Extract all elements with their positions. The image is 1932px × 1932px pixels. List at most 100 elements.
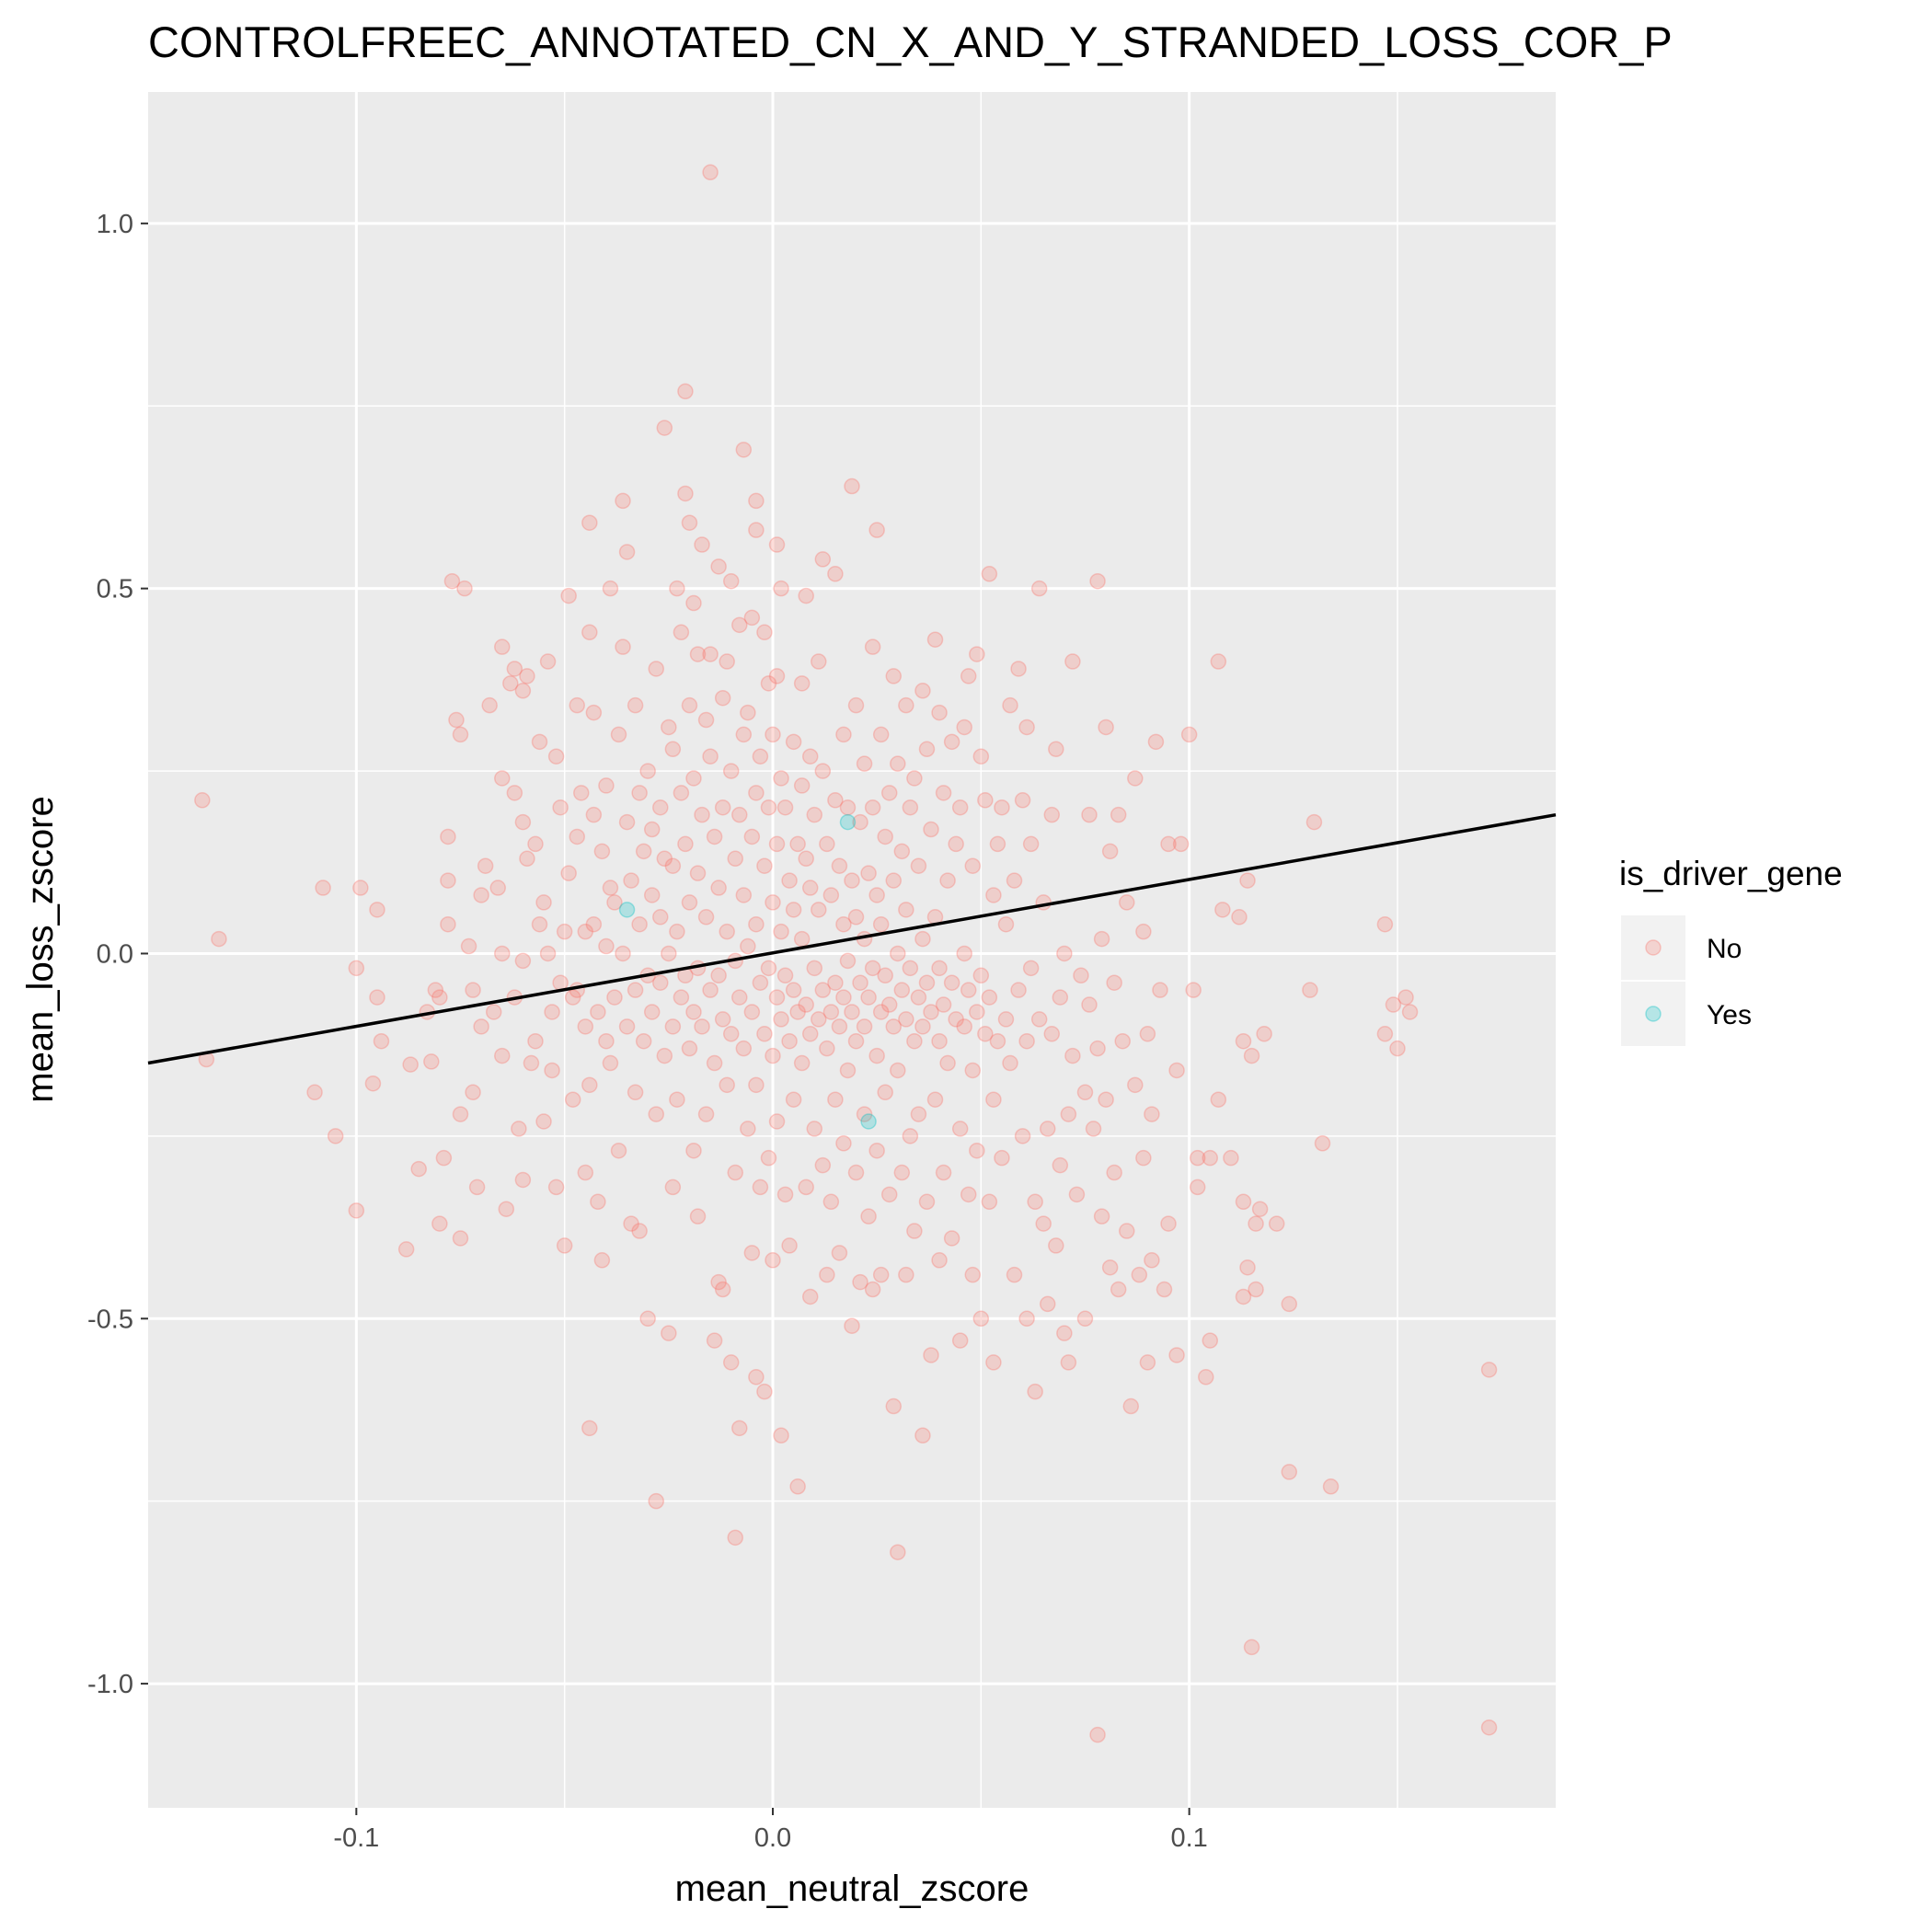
data-point-no <box>1060 1354 1077 1371</box>
data-point-no <box>1048 1237 1064 1254</box>
data-point-no <box>731 989 748 1006</box>
data-point-no <box>839 1062 857 1079</box>
data-point-no <box>719 923 735 940</box>
data-point-no <box>602 880 619 896</box>
data-point-no <box>951 799 969 816</box>
data-point-no <box>577 1164 594 1181</box>
data-point-no <box>877 1084 893 1101</box>
data-point-no <box>643 821 661 838</box>
data-point-no <box>1064 1047 1081 1064</box>
data-point-no <box>593 843 611 860</box>
data-point-no <box>1389 1040 1406 1057</box>
data-point-no <box>935 1164 952 1181</box>
data-point-no <box>598 937 615 955</box>
data-point-no <box>564 1091 581 1108</box>
data-point-no <box>673 989 690 1006</box>
data-point-no <box>610 1142 627 1159</box>
x-tick-label: -0.1 <box>333 1823 379 1853</box>
y-tick-label: -1.0 <box>87 1670 133 1699</box>
data-point-no <box>431 989 448 1006</box>
data-point-no <box>997 1011 1015 1028</box>
data-point-no <box>577 1018 594 1035</box>
data-point-no <box>552 799 569 816</box>
data-point-no <box>681 514 698 531</box>
data-point-no <box>1180 726 1198 743</box>
data-point-no <box>877 967 893 984</box>
data-point-no <box>452 1230 469 1247</box>
data-point-no <box>694 1018 710 1035</box>
data-point-no <box>997 915 1015 933</box>
data-point-no <box>1210 653 1227 670</box>
major-gridlines <box>148 92 1556 1808</box>
data-point-no <box>1073 967 1089 984</box>
data-point-no <box>798 587 814 604</box>
data-point-no <box>697 711 715 729</box>
data-point-no <box>1010 982 1027 998</box>
data-point-no <box>847 696 865 714</box>
data-point-no <box>972 1310 990 1328</box>
data-point-no <box>585 704 603 721</box>
data-point-no <box>1101 843 1119 860</box>
data-point-no <box>643 1004 661 1020</box>
y-tick-label: 0.0 <box>97 939 133 969</box>
data-point-no <box>661 945 677 962</box>
data-point-no <box>860 989 877 1006</box>
data-point-no <box>514 683 532 699</box>
y-tick-label: 1.0 <box>97 210 133 239</box>
data-point-no <box>839 799 857 816</box>
data-point-no <box>494 638 511 655</box>
data-point-no <box>590 1004 606 1020</box>
data-point-no <box>752 748 769 765</box>
data-point-no <box>1043 1026 1061 1042</box>
data-point-no <box>539 653 557 670</box>
data-point-no <box>194 792 211 809</box>
data-point-no <box>964 857 982 874</box>
data-point-no <box>918 741 936 758</box>
data-point-no <box>560 865 577 881</box>
data-point-no <box>785 733 802 751</box>
data-point-no <box>1006 872 1023 889</box>
data-point-no <box>1223 1149 1239 1167</box>
data-point-no <box>681 894 698 911</box>
data-point-no <box>669 923 685 940</box>
data-point-no <box>1119 1223 1135 1239</box>
data-point-no <box>785 1091 802 1108</box>
data-point-no <box>811 902 827 918</box>
data-point-no <box>1268 1215 1285 1232</box>
data-point-no <box>689 865 707 881</box>
data-point-no <box>697 1106 715 1122</box>
data-point-no <box>1018 719 1035 736</box>
data-point-no <box>598 777 615 794</box>
data-point-no <box>652 974 669 991</box>
data-point-no <box>656 420 673 436</box>
data-point-no <box>885 872 903 889</box>
data-point-no <box>964 1266 982 1283</box>
data-point-no <box>868 522 885 538</box>
data-point-no <box>798 1179 814 1196</box>
data-point-no <box>801 748 819 765</box>
data-point-no <box>593 1252 611 1269</box>
data-point-no <box>923 1004 939 1020</box>
data-point-no <box>1106 1164 1122 1181</box>
data-point-no <box>748 1076 765 1094</box>
data-point-no <box>652 909 669 926</box>
data-point-no <box>948 835 964 853</box>
data-point-no <box>831 1245 848 1261</box>
data-point-no <box>722 1026 740 1042</box>
data-point-no <box>664 741 682 758</box>
data-point-no <box>435 1149 453 1167</box>
data-point-no <box>544 1004 560 1020</box>
data-point-no <box>581 1420 598 1437</box>
data-point-no <box>811 653 827 670</box>
data-point-no <box>1122 1397 1140 1415</box>
data-point-no <box>1030 580 1048 597</box>
data-point-no <box>681 696 698 714</box>
data-point-no <box>677 485 694 502</box>
data-point-no <box>706 1054 723 1072</box>
data-point-no <box>1098 1091 1114 1108</box>
data-point-no <box>956 1018 972 1035</box>
data-point-no <box>1043 806 1061 823</box>
data-point-no <box>697 909 715 926</box>
data-point-no <box>1243 1047 1260 1064</box>
data-point-no <box>847 909 865 926</box>
